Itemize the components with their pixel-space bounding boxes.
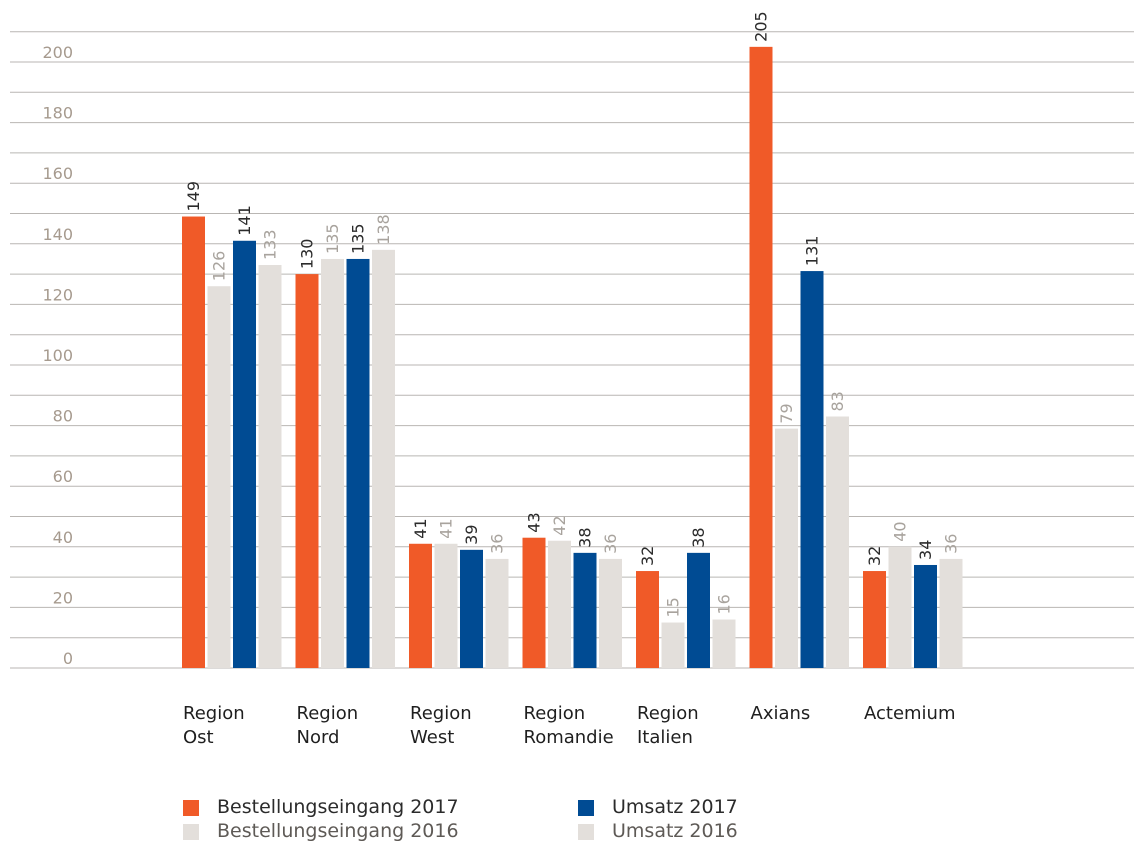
bar bbox=[939, 558, 963, 668]
bar bbox=[485, 558, 509, 668]
data-label: 38 bbox=[576, 528, 595, 548]
data-label: 79 bbox=[777, 403, 796, 423]
data-label: 135 bbox=[349, 223, 368, 254]
bar bbox=[914, 564, 937, 668]
data-label: 32 bbox=[865, 546, 884, 566]
data-label: 43 bbox=[525, 512, 544, 532]
bar bbox=[888, 546, 912, 668]
data-label: 16 bbox=[715, 594, 734, 614]
data-label: 131 bbox=[803, 236, 822, 267]
bar bbox=[749, 46, 773, 669]
y-tick-label: 180 bbox=[42, 104, 73, 123]
y-tick-label: 40 bbox=[53, 528, 73, 547]
data-label: 138 bbox=[374, 214, 393, 245]
data-label: 135 bbox=[323, 223, 342, 254]
legend-label: Umsatz 2016 bbox=[612, 820, 738, 842]
bar bbox=[687, 552, 710, 668]
data-label: 149 bbox=[184, 181, 203, 212]
bar bbox=[826, 416, 849, 668]
data-label: 36 bbox=[942, 534, 961, 554]
y-tick-label: 80 bbox=[53, 407, 73, 426]
bar bbox=[182, 216, 205, 668]
y-tick-label: 140 bbox=[42, 225, 73, 244]
data-label: 141 bbox=[235, 205, 254, 236]
bar bbox=[321, 258, 344, 668]
data-label: 39 bbox=[462, 524, 481, 544]
data-label: 15 bbox=[664, 597, 683, 617]
legend-swatch-light bbox=[183, 824, 199, 840]
bar bbox=[295, 274, 319, 668]
bar bbox=[409, 543, 432, 668]
category-label: Region West bbox=[410, 703, 472, 748]
bar bbox=[522, 537, 546, 668]
data-label: 83 bbox=[828, 391, 847, 411]
data-label: 41 bbox=[437, 518, 456, 538]
legend-swatch-blue bbox=[578, 800, 594, 816]
y-tick-label: 120 bbox=[42, 285, 73, 304]
legend-label: Bestellungseingang 2017 bbox=[217, 796, 459, 818]
data-label: 36 bbox=[601, 534, 620, 554]
category-label: Actemium bbox=[864, 703, 956, 724]
legend-label: Umsatz 2017 bbox=[612, 796, 738, 818]
bar bbox=[712, 619, 736, 668]
bar bbox=[460, 549, 483, 668]
data-label: 36 bbox=[488, 534, 507, 554]
data-label: 130 bbox=[298, 239, 317, 270]
y-tick-label: 160 bbox=[42, 164, 73, 183]
data-label: 41 bbox=[411, 518, 430, 538]
category-label: Region Nord bbox=[297, 703, 359, 748]
y-tick-label: 60 bbox=[53, 467, 73, 486]
category-label: Axians bbox=[751, 703, 811, 724]
data-label: 42 bbox=[550, 515, 569, 535]
category-label: Region Romandie bbox=[524, 703, 614, 748]
bar bbox=[800, 271, 824, 668]
bar bbox=[775, 428, 798, 668]
category-label: Region Italien bbox=[637, 703, 699, 748]
y-tick-label: 200 bbox=[42, 43, 73, 62]
legend-swatch-light bbox=[578, 824, 594, 840]
bar bbox=[548, 540, 571, 668]
legend-swatch-orange bbox=[183, 800, 199, 816]
bar bbox=[573, 552, 597, 668]
bar bbox=[636, 571, 659, 668]
legend-label: Bestellungseingang 2016 bbox=[217, 820, 459, 842]
data-label: 205 bbox=[752, 11, 771, 42]
data-label: 126 bbox=[210, 251, 229, 282]
bar bbox=[661, 622, 685, 668]
bar bbox=[599, 558, 622, 668]
bar bbox=[233, 240, 256, 668]
data-label: 32 bbox=[638, 546, 657, 566]
bar bbox=[207, 286, 231, 668]
data-label: 38 bbox=[689, 528, 708, 548]
data-label: 133 bbox=[261, 229, 280, 260]
y-tick-label: 0 bbox=[63, 649, 73, 668]
category-label: Region Ost bbox=[183, 703, 245, 748]
bar bbox=[863, 571, 886, 668]
bar bbox=[434, 543, 458, 668]
y-tick-label: 20 bbox=[53, 588, 73, 607]
y-tick-label: 100 bbox=[42, 346, 73, 365]
bar bbox=[346, 258, 370, 668]
data-label: 34 bbox=[916, 540, 935, 560]
bar bbox=[258, 265, 282, 668]
data-label: 40 bbox=[891, 521, 910, 541]
bar bbox=[372, 249, 395, 669]
